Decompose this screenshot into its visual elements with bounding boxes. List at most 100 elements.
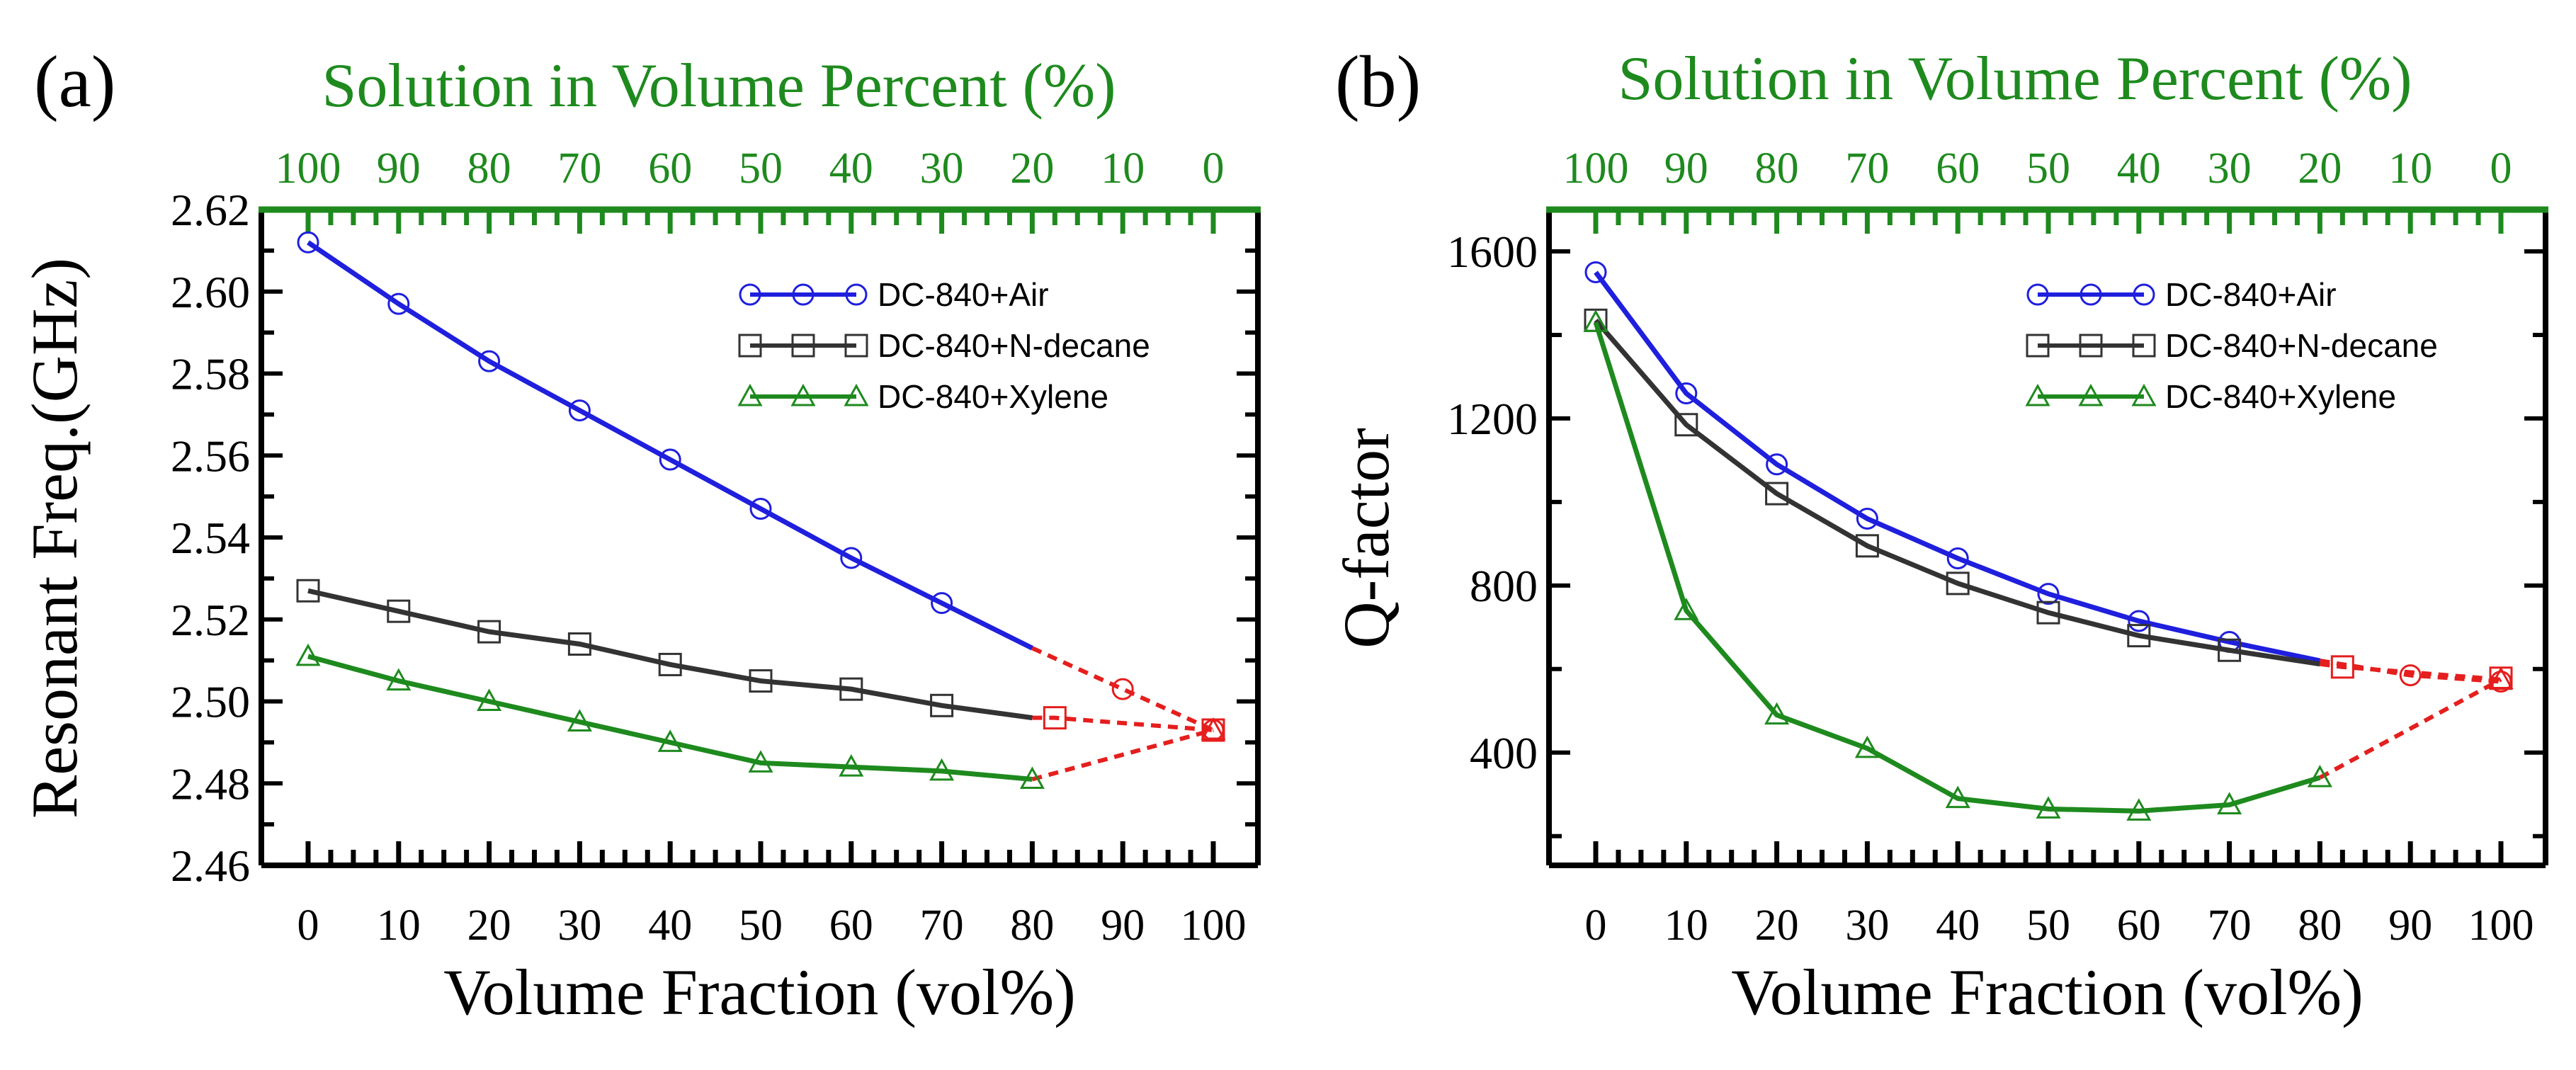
extrapolation-line-air <box>1031 646 1215 732</box>
data-point-xylene <box>567 709 592 732</box>
extrapolation-line-air <box>2319 659 2502 684</box>
x-tick-label: 50 <box>2026 901 2070 950</box>
x-tick-label: 100 <box>1181 901 1247 950</box>
x-tick-label: 0 <box>1585 901 1607 950</box>
x2-tick-label: 10 <box>1101 144 1145 193</box>
x-axis-title: Volume Fraction (vol%) <box>443 956 1076 1028</box>
data-point-ndecane <box>930 693 954 717</box>
legend-marker <box>2079 334 2103 358</box>
legend-label: DC-840+Air <box>2165 276 2337 313</box>
data-point-xylene <box>1945 785 1970 809</box>
data-point-ndecane <box>477 620 501 644</box>
data-point-ndecane <box>1855 534 1879 558</box>
x2-tick-label: 80 <box>467 144 511 193</box>
legend-marker <box>739 283 761 306</box>
x-tick-label: 50 <box>739 901 783 950</box>
data-point-air <box>387 292 410 315</box>
x2-tick-label: 40 <box>829 144 873 193</box>
data-point-xylene <box>839 754 864 777</box>
x2-tick-label: 100 <box>1563 144 1629 193</box>
x-tick-label: 60 <box>829 901 873 950</box>
panel-b: 0100109020803070406050506040703080209010… <box>1330 41 2548 1028</box>
y-tick-label: 2.50 <box>171 677 250 727</box>
legend-label: DC-840+Xylene <box>2165 378 2396 415</box>
data-point-air <box>1946 547 1969 569</box>
x-tick-label: 30 <box>557 901 601 950</box>
x-tick-label: 40 <box>648 901 692 950</box>
data-point-ndecane <box>749 669 773 693</box>
data-point-xylene <box>295 643 321 666</box>
y-tick-label: 2.60 <box>171 267 250 317</box>
legend-marker <box>2026 283 2049 306</box>
y-tick-label: 2.54 <box>171 513 250 563</box>
data-point-xylene <box>1764 702 1790 725</box>
x2-tick-label: 50 <box>739 144 783 193</box>
x2-tick-label: 0 <box>1203 144 1225 193</box>
data-point-xylene <box>748 750 773 773</box>
data-point-air <box>1856 507 1878 530</box>
x2-tick-label: 40 <box>2117 144 2161 193</box>
x-tick-label: 0 <box>297 901 319 950</box>
data-point-air <box>840 547 863 569</box>
legend-marker <box>792 283 815 306</box>
x2-axis-title: Solution in Volume Percent (%) <box>322 52 1116 120</box>
x2-tick-label: 30 <box>2208 144 2252 193</box>
x2-tick-label: 30 <box>920 144 964 193</box>
extrapolation-line-ndecane <box>1032 715 1214 733</box>
x2-tick-label: 60 <box>1936 144 1980 193</box>
x2-tick-label: 60 <box>648 144 692 193</box>
y-tick-label: 2.46 <box>171 841 250 891</box>
data-point-ndecane <box>658 652 682 676</box>
series-line-ndecane <box>1594 319 2320 667</box>
series-line-air <box>1594 271 2321 664</box>
x-tick-label: 60 <box>2117 901 2161 950</box>
legend-marker <box>2131 383 2157 406</box>
legend-label: DC-840+Air <box>878 276 1049 313</box>
panel-label: (b) <box>1335 41 1421 123</box>
x-tick-label: 90 <box>2388 901 2432 950</box>
x2-tick-label: 20 <box>1010 144 1054 193</box>
data-point-air <box>1675 382 1698 405</box>
data-point-xylene <box>1019 766 1045 789</box>
data-point-xylene <box>477 688 502 711</box>
x2-tick-label: 90 <box>377 144 421 193</box>
data-point-air <box>2128 610 2150 632</box>
data-point-xylene <box>1583 309 1608 332</box>
x-tick-label: 20 <box>1755 901 1799 950</box>
extrapolation-line-xylene <box>1031 728 1214 782</box>
x-tick-label: 30 <box>1845 901 1889 950</box>
legend-marker <box>791 334 815 358</box>
x2-tick-label: 100 <box>276 144 341 193</box>
y-tick-label: 1600 <box>1447 227 1538 277</box>
data-point-xylene <box>929 758 955 781</box>
series-line-air <box>307 240 1033 651</box>
data-point-air <box>2037 583 2060 605</box>
endpoint-marker <box>1201 717 1226 740</box>
data-point-air <box>931 592 953 615</box>
legend-marker <box>2133 283 2155 306</box>
legend-marker <box>844 383 869 406</box>
data-point-xylene <box>1854 735 1880 758</box>
extrapolation-line-xylene <box>2318 677 2502 780</box>
x2-tick-label: 50 <box>2026 144 2070 193</box>
data-point-ndecane <box>1674 413 1698 437</box>
legend-marker <box>2132 334 2156 358</box>
data-point-air <box>749 497 772 520</box>
y-axis-title: Resonant Freq.(GHz) <box>18 258 91 819</box>
data-point-ndecane <box>1946 571 1970 596</box>
x-tick-label: 70 <box>920 901 964 950</box>
series-line-xylene <box>1593 321 2321 814</box>
data-point-ndecane <box>567 632 591 656</box>
extrapolation-marker <box>1043 706 1067 730</box>
x2-tick-label: 80 <box>1755 144 1799 193</box>
x-tick-label: 70 <box>2208 901 2252 950</box>
x-tick-label: 10 <box>1664 901 1708 950</box>
data-point-xylene <box>2217 792 2242 814</box>
data-point-air <box>1584 261 1607 283</box>
x2-tick-label: 10 <box>2388 144 2432 193</box>
data-point-xylene <box>2307 765 2332 787</box>
x2-axis-title: Solution in Volume Percent (%) <box>1618 45 2412 113</box>
data-point-ndecane <box>2036 601 2060 625</box>
extrapolation-line-ndecane <box>2320 661 2502 682</box>
